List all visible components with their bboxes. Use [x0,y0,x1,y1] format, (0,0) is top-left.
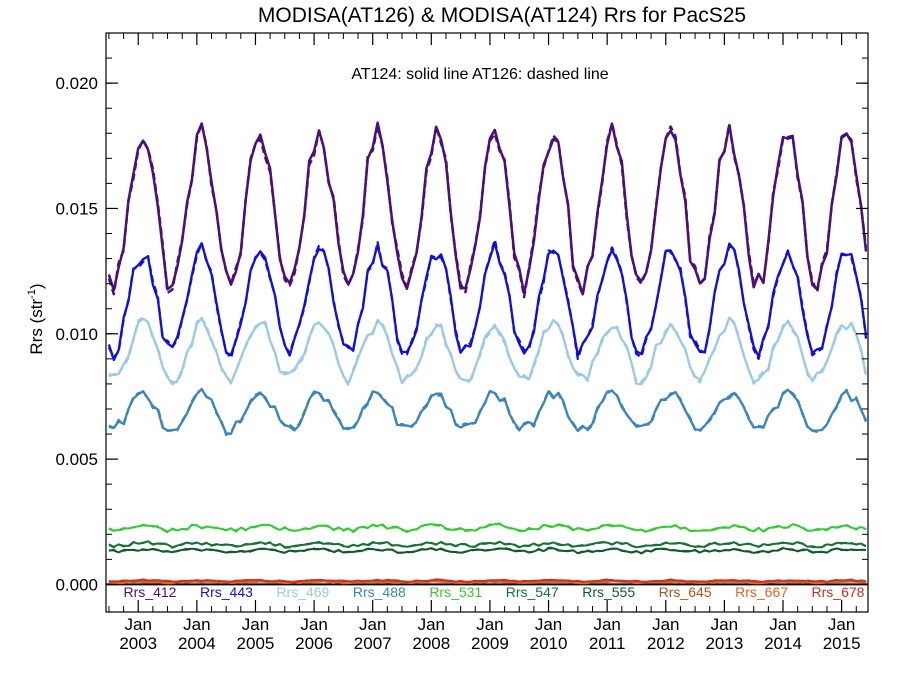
legend: Rrs_412 Rrs_443 Rrs_469 Rrs_488 Rrs_531 Rrs_5… [124,584,865,600]
series-line-solid-Rrs_547 [108,540,867,549]
axes: 0.0000.0050.0100.0150.020Jan2003Jan2004J… [55,32,869,653]
legend-entry-Rrs_443: Rrs_443 [200,584,253,600]
x-tick-label-month: Jan [769,615,796,634]
series-Rrs_678 [108,578,867,584]
x-tick-label-year: 2010 [530,634,568,653]
x-tick-label-year: 2004 [178,634,216,653]
legend-entry-Rrs_678: Rrs_678 [812,584,865,600]
x-tick-label-year: 2006 [295,634,333,653]
plot-frame [105,32,869,613]
x-tick-label-month: Jan [476,615,503,634]
x-tick-label-year: 2013 [705,634,743,653]
series-line-solid-Rrs_469 [108,316,868,386]
chart-title: MODISA(AT126) & MODISA(AT124) Rrs for Pa… [258,4,746,27]
series-line-solid-Rrs_488 [108,387,868,435]
y-tick-label: 0.005 [55,450,98,469]
x-tick-label-month: Jan [418,615,445,634]
series-line-solid-Rrs_555 [108,547,866,555]
y-axis-label-main: Rrs (str [27,299,46,355]
series-Rrs_412 [107,121,868,299]
x-tick-label-month: Jan [652,615,679,634]
x-tick-label-month: Jan [183,615,210,634]
series-line-solid-Rrs_531 [108,523,867,534]
y-axis-label: Rrs (str-1) [26,283,46,354]
series-Rrs_555 [108,546,867,555]
x-tick-label-year: 2005 [237,634,275,653]
x-tick-label-year: 2007 [354,634,392,653]
legend-entry-Rrs_547: Rrs_547 [506,584,559,600]
x-tick-label-month: Jan [535,615,562,634]
x-tick-label-month: Jan [828,615,855,634]
legend-entry-Rrs_469: Rrs_469 [276,584,329,600]
x-tick-label-year: 2015 [823,634,861,653]
series-Rrs_488 [108,387,868,437]
x-tick-label-month: Jan [593,615,620,634]
series-Rrs_443 [107,238,868,362]
series-line-dashed-Rrs_469 [108,316,868,387]
series-Rrs_547 [108,540,867,549]
x-tick-label-month: Jan [125,615,152,634]
plot-area [106,121,868,586]
y-tick-label: 0.010 [55,325,98,344]
x-tick-label-year: 2012 [647,634,685,653]
y-tick-label: 0.015 [55,199,98,218]
series-Rrs_667 [108,580,867,585]
x-tick-label-month: Jan [711,615,738,634]
line-style-annotation: AT124: solid line AT126: dashed line [351,66,608,83]
x-tick-label-year: 2008 [412,634,450,653]
x-tick-label-year: 2014 [764,634,802,653]
legend-entry-Rrs_412: Rrs_412 [124,584,177,600]
x-tick-label-month: Jan [242,615,269,634]
legend-entry-Rrs_555: Rrs_555 [582,584,635,600]
legend-entry-Rrs_645: Rrs_645 [659,584,712,600]
y-tick-label: 0.000 [55,575,98,594]
x-tick-label-year: 2011 [589,634,626,653]
series-line-solid-Rrs_678 [108,578,867,583]
series-Rrs_469 [108,316,868,387]
series-line-solid-Rrs_667 [108,580,867,585]
series-line-solid-Rrs_412 [107,121,868,296]
y-axis-label-superscript: -1 [26,289,38,299]
x-tick-label-year: 2009 [471,634,509,653]
x-tick-label-month: Jan [359,615,386,634]
series-line-solid-Rrs_443 [107,241,868,362]
legend-entry-Rrs_667: Rrs_667 [735,584,788,600]
legend-entry-Rrs_531: Rrs_531 [429,584,482,600]
y-axis-label-close: ) [27,283,46,289]
x-tick-label-year: 2003 [119,634,157,653]
y-tick-label: 0.020 [55,74,98,93]
x-tick-label-month: Jan [300,615,327,634]
series-Rrs_531 [108,522,867,534]
legend-entry-Rrs_488: Rrs_488 [353,584,406,600]
